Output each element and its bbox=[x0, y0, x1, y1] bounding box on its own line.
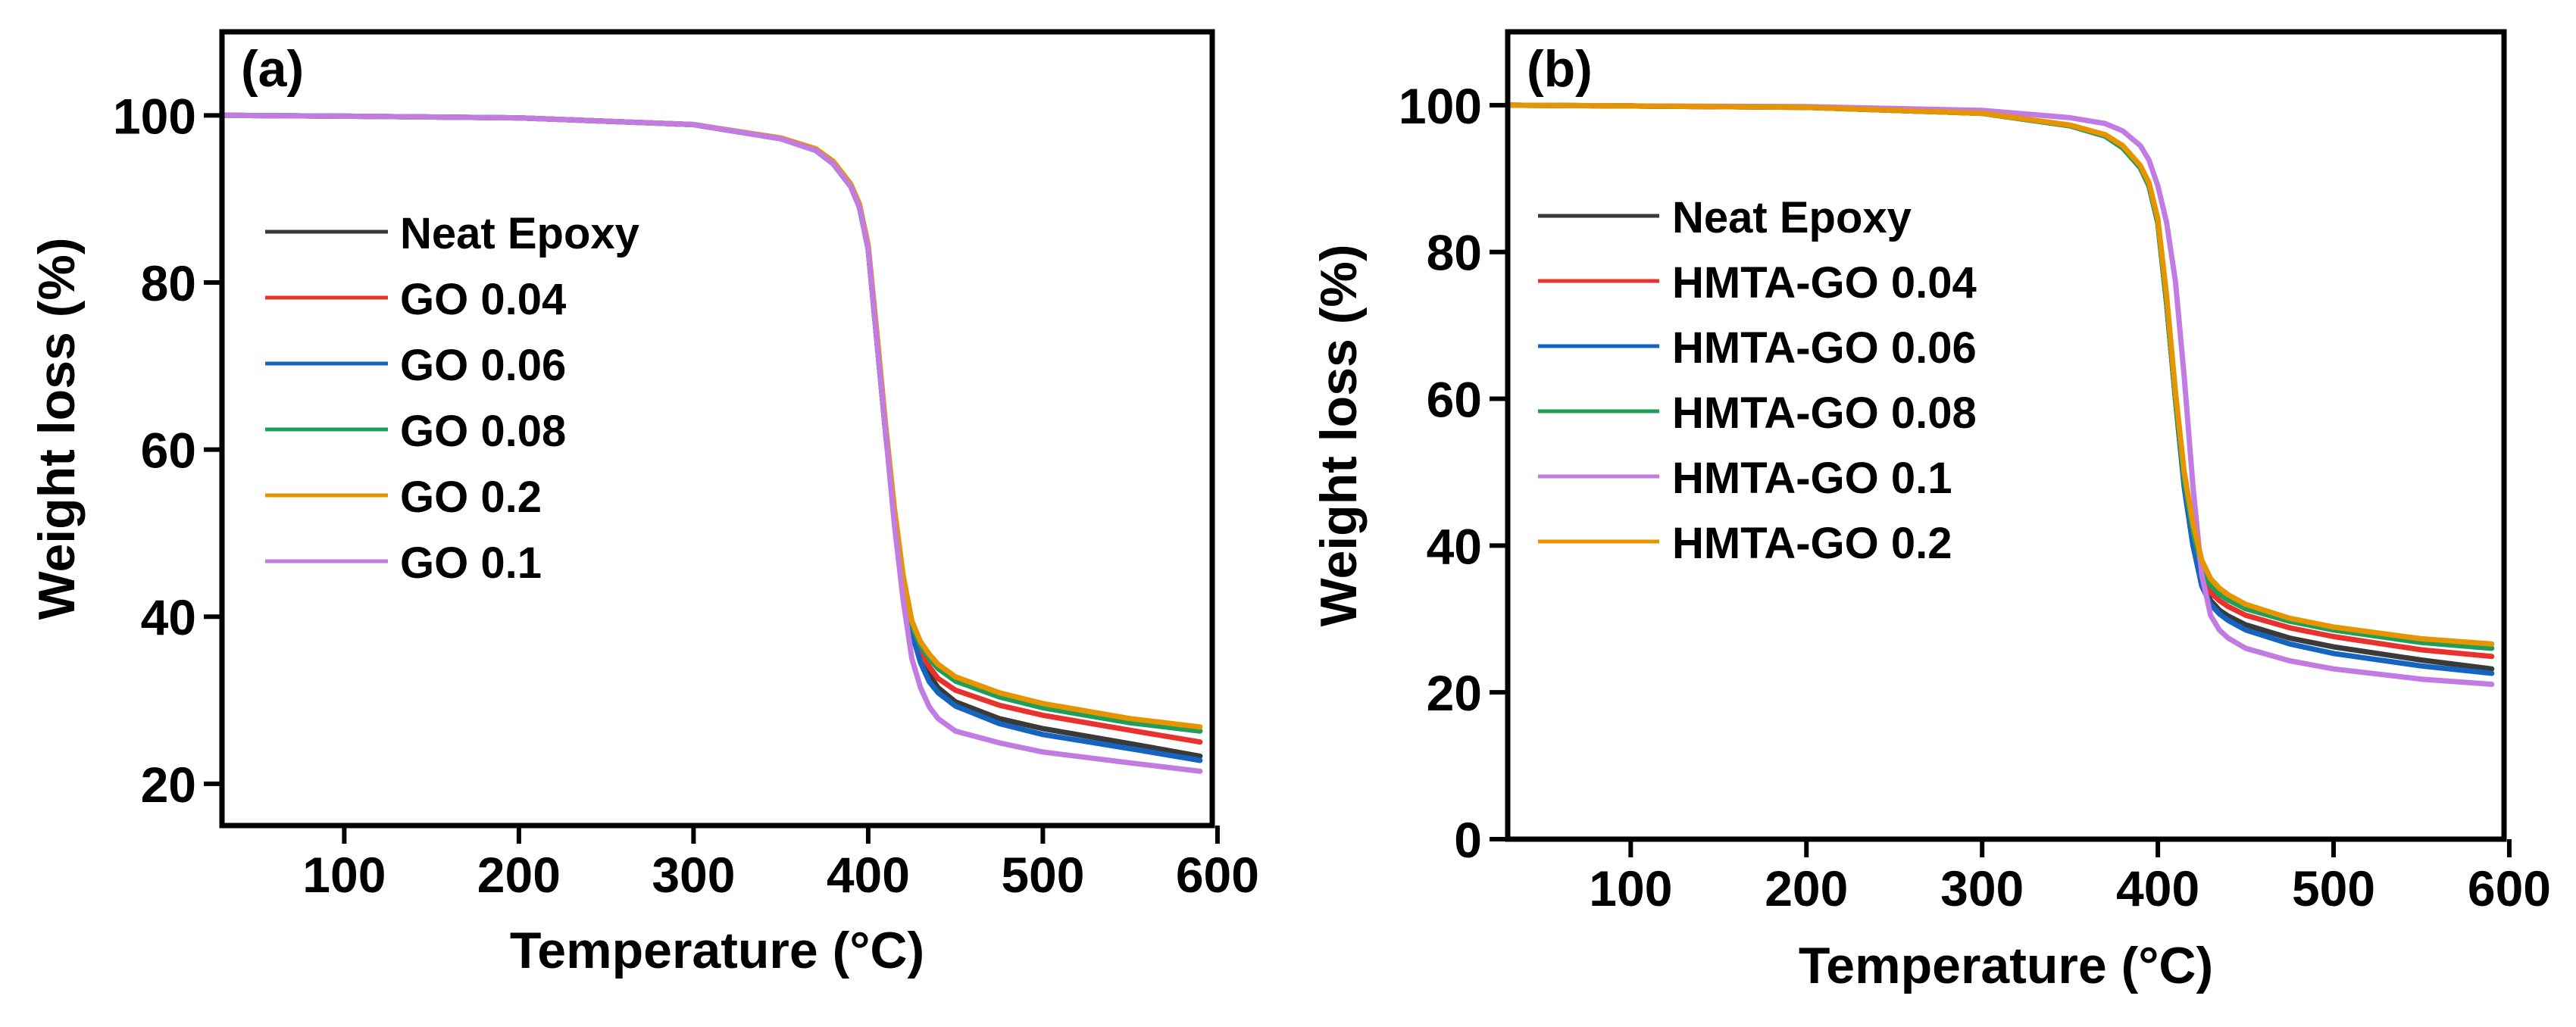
panel-label: (b) bbox=[1527, 40, 1593, 98]
series-line-4 bbox=[1505, 102, 2495, 651]
x-tick-label: 100 bbox=[302, 847, 386, 903]
x-tick-label: 600 bbox=[1176, 847, 1259, 903]
series-line-5 bbox=[1505, 102, 2495, 687]
plot-frame bbox=[1505, 29, 2507, 842]
x-tick-label: 500 bbox=[1001, 847, 1084, 903]
y-tick-label: 80 bbox=[1427, 225, 1482, 281]
x-tick-label: 500 bbox=[2292, 860, 2375, 916]
legend-label: HMTA-GO 0.04 bbox=[1672, 258, 1977, 307]
y-tick-label: 60 bbox=[1427, 372, 1482, 428]
x-tick-label: 400 bbox=[827, 847, 910, 903]
y-axis-title: Weight loss (%) bbox=[1310, 245, 1368, 627]
series-line-3 bbox=[1505, 102, 2495, 676]
y-tick-label: 0 bbox=[1454, 812, 1482, 868]
chart-panel-a: 100 200 300 400 500 600 20 40 60 80 100 (a) Temperat… bbox=[28, 29, 1259, 979]
x-axis-title: Temperature (°C) bbox=[510, 922, 924, 979]
legend-label: Neat Epoxy bbox=[400, 209, 639, 258]
series-line-1 bbox=[219, 112, 1203, 759]
x-axis-title: Temperature (°C) bbox=[1799, 937, 2213, 994]
chart-panel-b: 100 200 300 400 500 600 0 20 40 60 80 100 (b) Tempera… bbox=[1310, 29, 2551, 994]
x-tick-label: 600 bbox=[2468, 860, 2551, 916]
legend-label: GO 0.2 bbox=[400, 473, 542, 522]
series-line-1 bbox=[1505, 102, 2495, 672]
x-tick-label: 100 bbox=[1589, 860, 1672, 916]
legend-label: Neat Epoxy bbox=[1672, 193, 1912, 242]
series-line-3 bbox=[219, 112, 1203, 763]
panel-label: (a) bbox=[241, 40, 304, 98]
plot-frame bbox=[219, 29, 1215, 829]
series-line-4 bbox=[219, 112, 1203, 734]
y-tick-label: 100 bbox=[113, 88, 196, 144]
y-tick-label: 20 bbox=[1427, 665, 1482, 721]
y-tick-label: 40 bbox=[1427, 518, 1482, 574]
series-line-6 bbox=[219, 112, 1203, 774]
legend-label: HMTA-GO 0.1 bbox=[1672, 454, 1952, 503]
series-line-6 bbox=[1505, 102, 2495, 647]
series-line-2 bbox=[1505, 102, 2495, 660]
x-tick-label: 400 bbox=[2116, 860, 2199, 916]
legend-label: HMTA-GO 0.2 bbox=[1672, 519, 1952, 568]
y-tick-label: 60 bbox=[141, 423, 196, 479]
y-axis-title: Weight loss (%) bbox=[28, 238, 86, 620]
legend-label: HMTA-GO 0.08 bbox=[1672, 389, 1977, 438]
legend-label: GO 0.06 bbox=[400, 341, 566, 390]
x-tick-label: 200 bbox=[477, 847, 561, 903]
y-tick-label: 20 bbox=[141, 757, 196, 813]
y-tick-label: 100 bbox=[1399, 78, 1482, 134]
y-tick-label: 40 bbox=[141, 589, 196, 645]
y-tick-label: 80 bbox=[141, 255, 196, 311]
legend-label: GO 0.1 bbox=[400, 538, 542, 588]
x-tick-label: 300 bbox=[652, 847, 735, 903]
x-tick-label: 300 bbox=[1940, 860, 2024, 916]
legend-label: GO 0.04 bbox=[400, 275, 566, 324]
x-tick-label: 200 bbox=[1765, 860, 1848, 916]
legend-label: GO 0.08 bbox=[400, 407, 566, 456]
series-line-5 bbox=[219, 112, 1203, 730]
legend-label: HMTA-GO 0.06 bbox=[1672, 323, 1977, 373]
